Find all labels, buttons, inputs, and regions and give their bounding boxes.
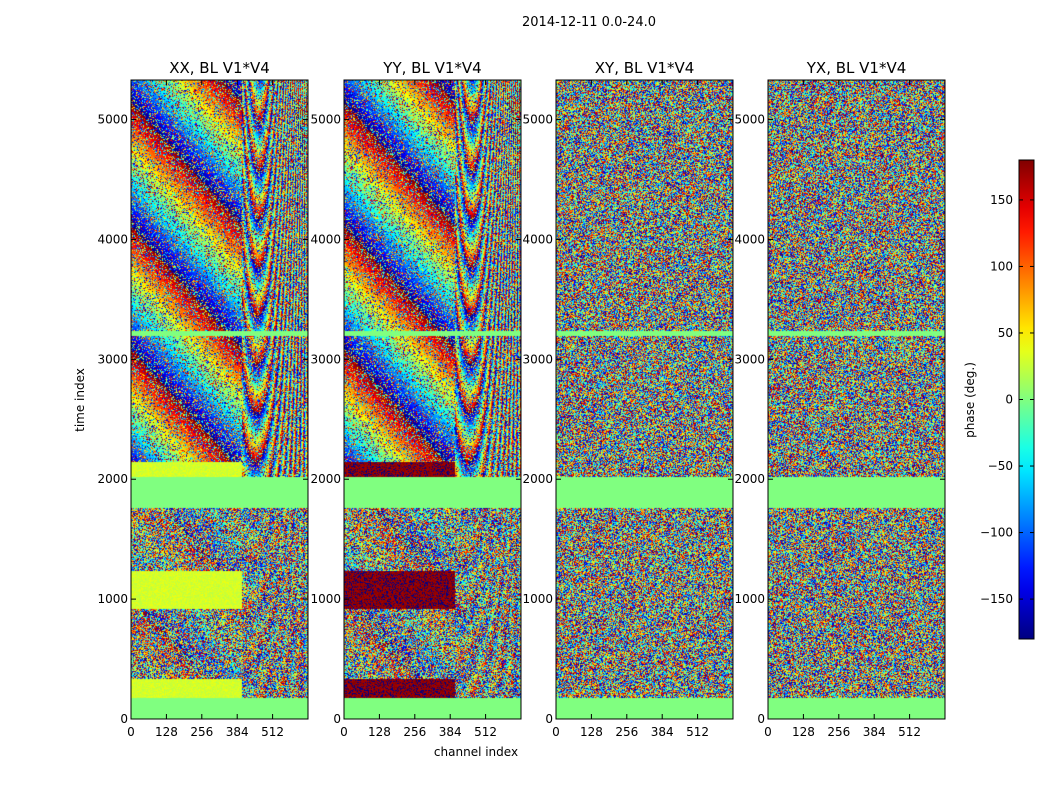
panel-frame xyxy=(343,79,522,720)
x-tick-label: 0 xyxy=(552,725,560,739)
y-tick-label: 1000 xyxy=(734,592,765,606)
y-tick-label: 1000 xyxy=(97,592,128,606)
x-tick-label: 256 xyxy=(190,725,213,739)
y-tick-label: 2000 xyxy=(310,472,341,486)
panel-xx: XX, BL V1*V4 0 128 256 384 512 0 1000 2000 3000 40… xyxy=(97,59,309,739)
y-tick-label: 2000 xyxy=(97,472,128,486)
y-tick-label: 1000 xyxy=(522,592,553,606)
heatmap-xx xyxy=(131,80,308,719)
x-tick-label: 0 xyxy=(340,725,348,739)
colorbar-tick-label: −50 xyxy=(988,459,1013,473)
colorbar-tick-label: 50 xyxy=(998,326,1013,340)
y-tick-label: 3000 xyxy=(734,352,765,366)
colorbar-tick-label: −100 xyxy=(980,526,1013,540)
y-tick-label: 1000 xyxy=(310,592,341,606)
y-tick-label: 0 xyxy=(120,712,128,726)
y-tick-label: 4000 xyxy=(310,232,341,246)
x-tick-label: 128 xyxy=(155,725,178,739)
heatmap-yx xyxy=(768,80,945,719)
y-tick-label: 5000 xyxy=(522,113,553,127)
panel-frame xyxy=(555,79,734,720)
y-tick-label: 4000 xyxy=(522,232,553,246)
x-tick-label: 384 xyxy=(226,725,249,739)
y-tick-label: 3000 xyxy=(97,352,128,366)
x-tick-label: 384 xyxy=(863,725,886,739)
panel-title: XX, BL V1*V4 xyxy=(169,59,270,77)
x-tick-label: 0 xyxy=(764,725,772,739)
colorbar-tick-label: 0 xyxy=(1005,393,1013,407)
x-tick-label: 256 xyxy=(827,725,850,739)
figure-suptitle: 2014-12-11 0.0-24.0 xyxy=(522,15,656,30)
heatmap-xy xyxy=(556,80,733,719)
panel-yx: YX, BL V1*V4 0 128 256 384 512 0 1000 2000 3000 40… xyxy=(734,59,946,739)
colorbar-tick-label: −150 xyxy=(980,592,1013,606)
panel-title: YY, BL V1*V4 xyxy=(382,59,481,77)
panels-group: XX, BL V1*V4 0 128 256 384 512 0 1000 2000 3000 40… xyxy=(97,59,946,739)
x-tick-label: 384 xyxy=(439,725,462,739)
panel-frame xyxy=(767,79,946,720)
y-tick-label: 0 xyxy=(333,712,341,726)
y-tick-label: 4000 xyxy=(734,232,765,246)
panel-title: XY, BL V1*V4 xyxy=(595,59,695,77)
colorbar-tick-label: 100 xyxy=(990,259,1013,273)
panel-xy: XY, BL V1*V4 0 128 256 384 512 0 1000 2000 3000 40… xyxy=(522,59,734,739)
x-tick-label: 512 xyxy=(898,725,921,739)
x-tick-label: 128 xyxy=(368,725,391,739)
colorbar-tick-label: 150 xyxy=(990,193,1013,207)
x-axis-label: channel index xyxy=(434,745,518,759)
y-axis-label: time index xyxy=(73,368,87,432)
x-tick-label: 512 xyxy=(474,725,497,739)
x-tick-label: 512 xyxy=(261,725,284,739)
x-tick-label: 384 xyxy=(651,725,674,739)
panel-title: YX, BL V1*V4 xyxy=(806,59,907,77)
y-tick-label: 0 xyxy=(545,712,553,726)
y-tick-label: 3000 xyxy=(522,352,553,366)
y-tick-label: 2000 xyxy=(522,472,553,486)
panel-frame xyxy=(130,79,309,720)
y-tick-label: 5000 xyxy=(310,113,341,127)
x-tick-label: 128 xyxy=(792,725,815,739)
x-tick-label: 0 xyxy=(127,725,135,739)
x-tick-label: 128 xyxy=(580,725,603,739)
y-tick-label: 4000 xyxy=(97,232,128,246)
heatmap-yy xyxy=(344,80,521,719)
panel-yy: YY, BL V1*V4 0 128 256 384 512 0 1000 2000 3000 40… xyxy=(310,59,522,739)
y-tick-label: 5000 xyxy=(97,113,128,127)
colorbar: 150 100 50 0 −50 −100 −150 phase (deg.) xyxy=(963,159,1035,640)
x-tick-label: 256 xyxy=(403,725,426,739)
y-tick-label: 3000 xyxy=(310,352,341,366)
x-tick-label: 512 xyxy=(686,725,709,739)
colorbar-label: phase (deg.) xyxy=(963,362,977,438)
y-tick-label: 5000 xyxy=(734,113,765,127)
y-tick-label: 2000 xyxy=(734,472,765,486)
y-tick-label: 0 xyxy=(757,712,765,726)
x-tick-label: 256 xyxy=(615,725,638,739)
